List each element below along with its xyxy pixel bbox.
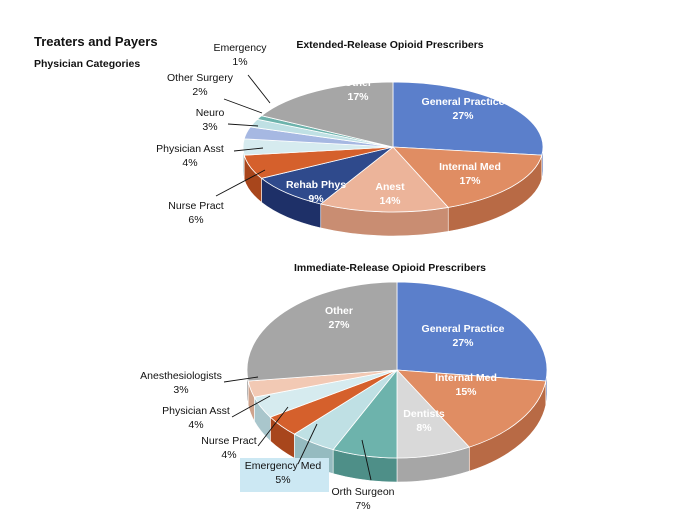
pie-chart-1: Extended-Release Opioid Prescribers Gener…	[156, 39, 544, 237]
leader-line	[233, 147, 264, 152]
slice-internal-med	[396, 369, 547, 448]
highlight-box	[240, 458, 329, 492]
slice-label-dentists: Dentists 8%	[403, 408, 445, 434]
slice-other	[260, 81, 394, 148]
slice-label-physician-asst: Physician Asst 4%	[162, 405, 230, 431]
slice-label-anesthesiologists: Anesthesiologists 3%	[140, 370, 222, 396]
slice-label-general-practice: General Practice 27%	[422, 96, 505, 122]
pie-chart-2: Immediate-Release Opioid Prescribers Gene…	[140, 262, 548, 512]
slice-rehab-phys	[260, 146, 394, 205]
slice-label-internal-med: Internal Med 17%	[439, 161, 501, 187]
leader-line	[223, 376, 259, 383]
slice-internal-med	[392, 146, 543, 208]
slice-label-physician-asst: Physician Asst 4%	[156, 143, 224, 169]
leader-line	[247, 74, 271, 104]
slice-general-practice	[392, 81, 544, 156]
slice-label-other: Other 27%	[325, 305, 353, 331]
slice-other	[246, 281, 398, 382]
leader-line	[227, 123, 259, 127]
leader-line	[361, 439, 372, 481]
slice-label-emergency: Emergency 1%	[213, 42, 267, 68]
leader-line	[223, 98, 263, 114]
leader-line	[257, 406, 289, 447]
slice-label-anest: Anest 14%	[375, 181, 405, 207]
leader-line	[297, 423, 318, 465]
chart-title: Extended-Release Opioid Prescribers	[296, 39, 483, 51]
slice-label-other: Other 17%	[344, 77, 372, 103]
slice-label-rehab-phys: Rehab Phys 9%	[286, 179, 346, 205]
leader-line	[231, 395, 271, 418]
slice-label-general-practice: General Practice 27%	[422, 323, 505, 349]
slice-label-nurse-pract: Nurse Pract 6%	[168, 200, 224, 226]
slice-label-emergency-med: Emergency Med 5%	[245, 460, 322, 486]
slice-label-nurse-pract: Nurse Pract 4%	[201, 435, 257, 461]
page-subtitle: Physician Categories	[34, 58, 141, 70]
chart-title: Immediate-Release Opioid Prescribers	[294, 262, 486, 274]
slice-label-other-surgery: Other Surgery 2%	[167, 72, 234, 98]
slice-anest	[319, 146, 450, 213]
slice-label-neuro: Neuro 3%	[196, 107, 225, 133]
slice-label-orth-surgeon: Orth Surgeon 7%	[331, 486, 394, 512]
slice-label-internal-med: Internal Med 15%	[435, 372, 497, 398]
slice-general-practice	[396, 281, 548, 382]
page-title: Treaters and Payers	[34, 34, 158, 49]
leader-line	[215, 169, 266, 197]
